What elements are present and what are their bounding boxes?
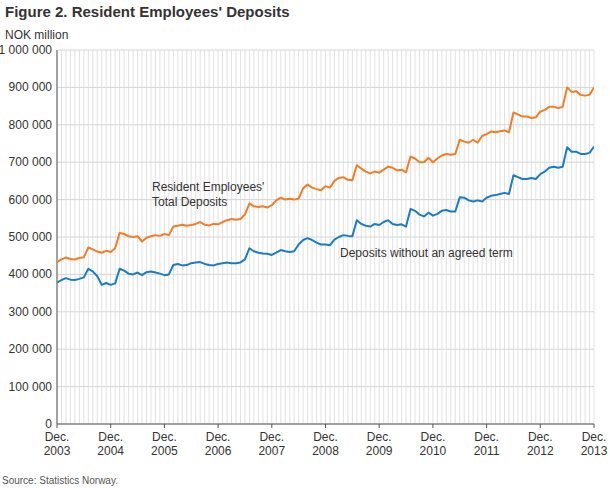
- plot-area: [57, 87, 594, 284]
- x-tick: [325, 424, 326, 428]
- x-tick-label-line: 2010: [420, 444, 447, 458]
- x-tick-label: Dec.2006: [205, 430, 232, 458]
- y-axis: [57, 50, 58, 424]
- source: Source: Statistics Norway.: [2, 475, 118, 486]
- x-tick-label-line: 2007: [258, 444, 285, 458]
- y-tick-label: 600 000: [9, 193, 53, 207]
- x-tick-label: Dec.2011: [474, 430, 500, 458]
- y-tick-label: 900 000: [9, 80, 53, 94]
- x-tick-label-line: Dec.: [206, 430, 231, 444]
- x-tick: [164, 424, 165, 428]
- series-label: Resident Employees'Total Deposits: [152, 180, 264, 209]
- y-tick-label: 1 000 000: [0, 43, 52, 57]
- series-label-line: Total Deposits: [152, 195, 227, 209]
- y-grid-line: [57, 162, 594, 163]
- x-tick-label-line: 2013: [581, 444, 608, 458]
- x-tick-label-line: Dec.: [421, 430, 446, 444]
- y-tick-label: 700 000: [9, 155, 53, 169]
- y-grid-line: [57, 349, 594, 350]
- x-tick: [540, 424, 541, 428]
- x-tick-label: Dec.2003: [44, 430, 71, 458]
- x-tick-label: Dec.2004: [97, 430, 124, 458]
- x-tick-label-line: Dec.: [45, 430, 70, 444]
- y-tick-label: 100 000: [9, 380, 53, 394]
- x-tick: [594, 424, 595, 428]
- x-tick: [110, 424, 111, 428]
- y-tick-label: 300 000: [9, 305, 53, 319]
- y-grid-line: [57, 50, 594, 51]
- x-tick-label-line: Dec.: [259, 430, 284, 444]
- y-tick-label: 0: [45, 417, 52, 431]
- x-tick: [379, 424, 380, 428]
- x-tick-label: Dec.2012: [527, 430, 554, 458]
- x-tick-label-line: 2012: [527, 444, 554, 458]
- y-tick-label: 800 000: [9, 118, 53, 132]
- y-grid-line: [57, 87, 594, 88]
- x-tick-label-line: 2008: [312, 444, 339, 458]
- x-tick: [218, 424, 219, 428]
- y-tick-label: 500 000: [9, 230, 53, 244]
- x-tick-label: Dec.2010: [420, 430, 447, 458]
- x-tick: [486, 424, 487, 428]
- series-label-line: Resident Employees': [152, 180, 264, 194]
- x-tick: [432, 424, 433, 428]
- x-tick-label-line: 2004: [97, 444, 124, 458]
- x-tick-label: Dec.2005: [151, 430, 178, 458]
- x-tick-label: Dec.2009: [366, 430, 393, 458]
- x-tick-label: Dec.2008: [312, 430, 339, 458]
- y-tick-label: 200 000: [9, 342, 53, 356]
- x-grid-line: [57, 50, 58, 424]
- x-tick: [57, 424, 58, 428]
- y-grid-line: [57, 311, 594, 312]
- y-tick-label: 400 000: [9, 267, 53, 281]
- x-tick-label-line: Dec.: [152, 430, 177, 444]
- x-tick: [271, 424, 272, 428]
- x-tick-label-line: Dec.: [313, 430, 338, 444]
- x-tick-label-line: 2006: [205, 444, 232, 458]
- y-grid-line: [57, 124, 594, 125]
- y-grid-line: [57, 386, 594, 387]
- x-tick-label-line: Dec.: [98, 430, 123, 444]
- x-tick-label-line: Dec.: [367, 430, 392, 444]
- y-grid-line: [57, 199, 594, 200]
- chart: Figure 2. Resident Employees' Deposits NO…: [0, 0, 610, 488]
- x-tick-label-line: Dec.: [582, 430, 607, 444]
- x-tick-label-line: Dec.: [528, 430, 553, 444]
- x-tick-label-line: 2009: [366, 444, 393, 458]
- x-tick-label-line: 2011: [474, 444, 500, 458]
- title: Figure 2. Resident Employees' Deposits: [5, 3, 289, 20]
- series-label: Deposits without an agreed term: [340, 246, 513, 260]
- x-tick-label-line: Dec.: [474, 430, 499, 444]
- x-tick-label: Dec.2007: [258, 430, 285, 458]
- x-tick-label-line: 2003: [44, 444, 71, 458]
- x-tick-label: Dec.2013: [581, 430, 608, 458]
- x-tick-label-line: 2005: [151, 444, 178, 458]
- series-line: [57, 146, 594, 284]
- series-label-line: Deposits without an agreed term: [340, 246, 513, 260]
- y-grid-line: [57, 274, 594, 275]
- y-axis-label: NOK million: [5, 28, 68, 42]
